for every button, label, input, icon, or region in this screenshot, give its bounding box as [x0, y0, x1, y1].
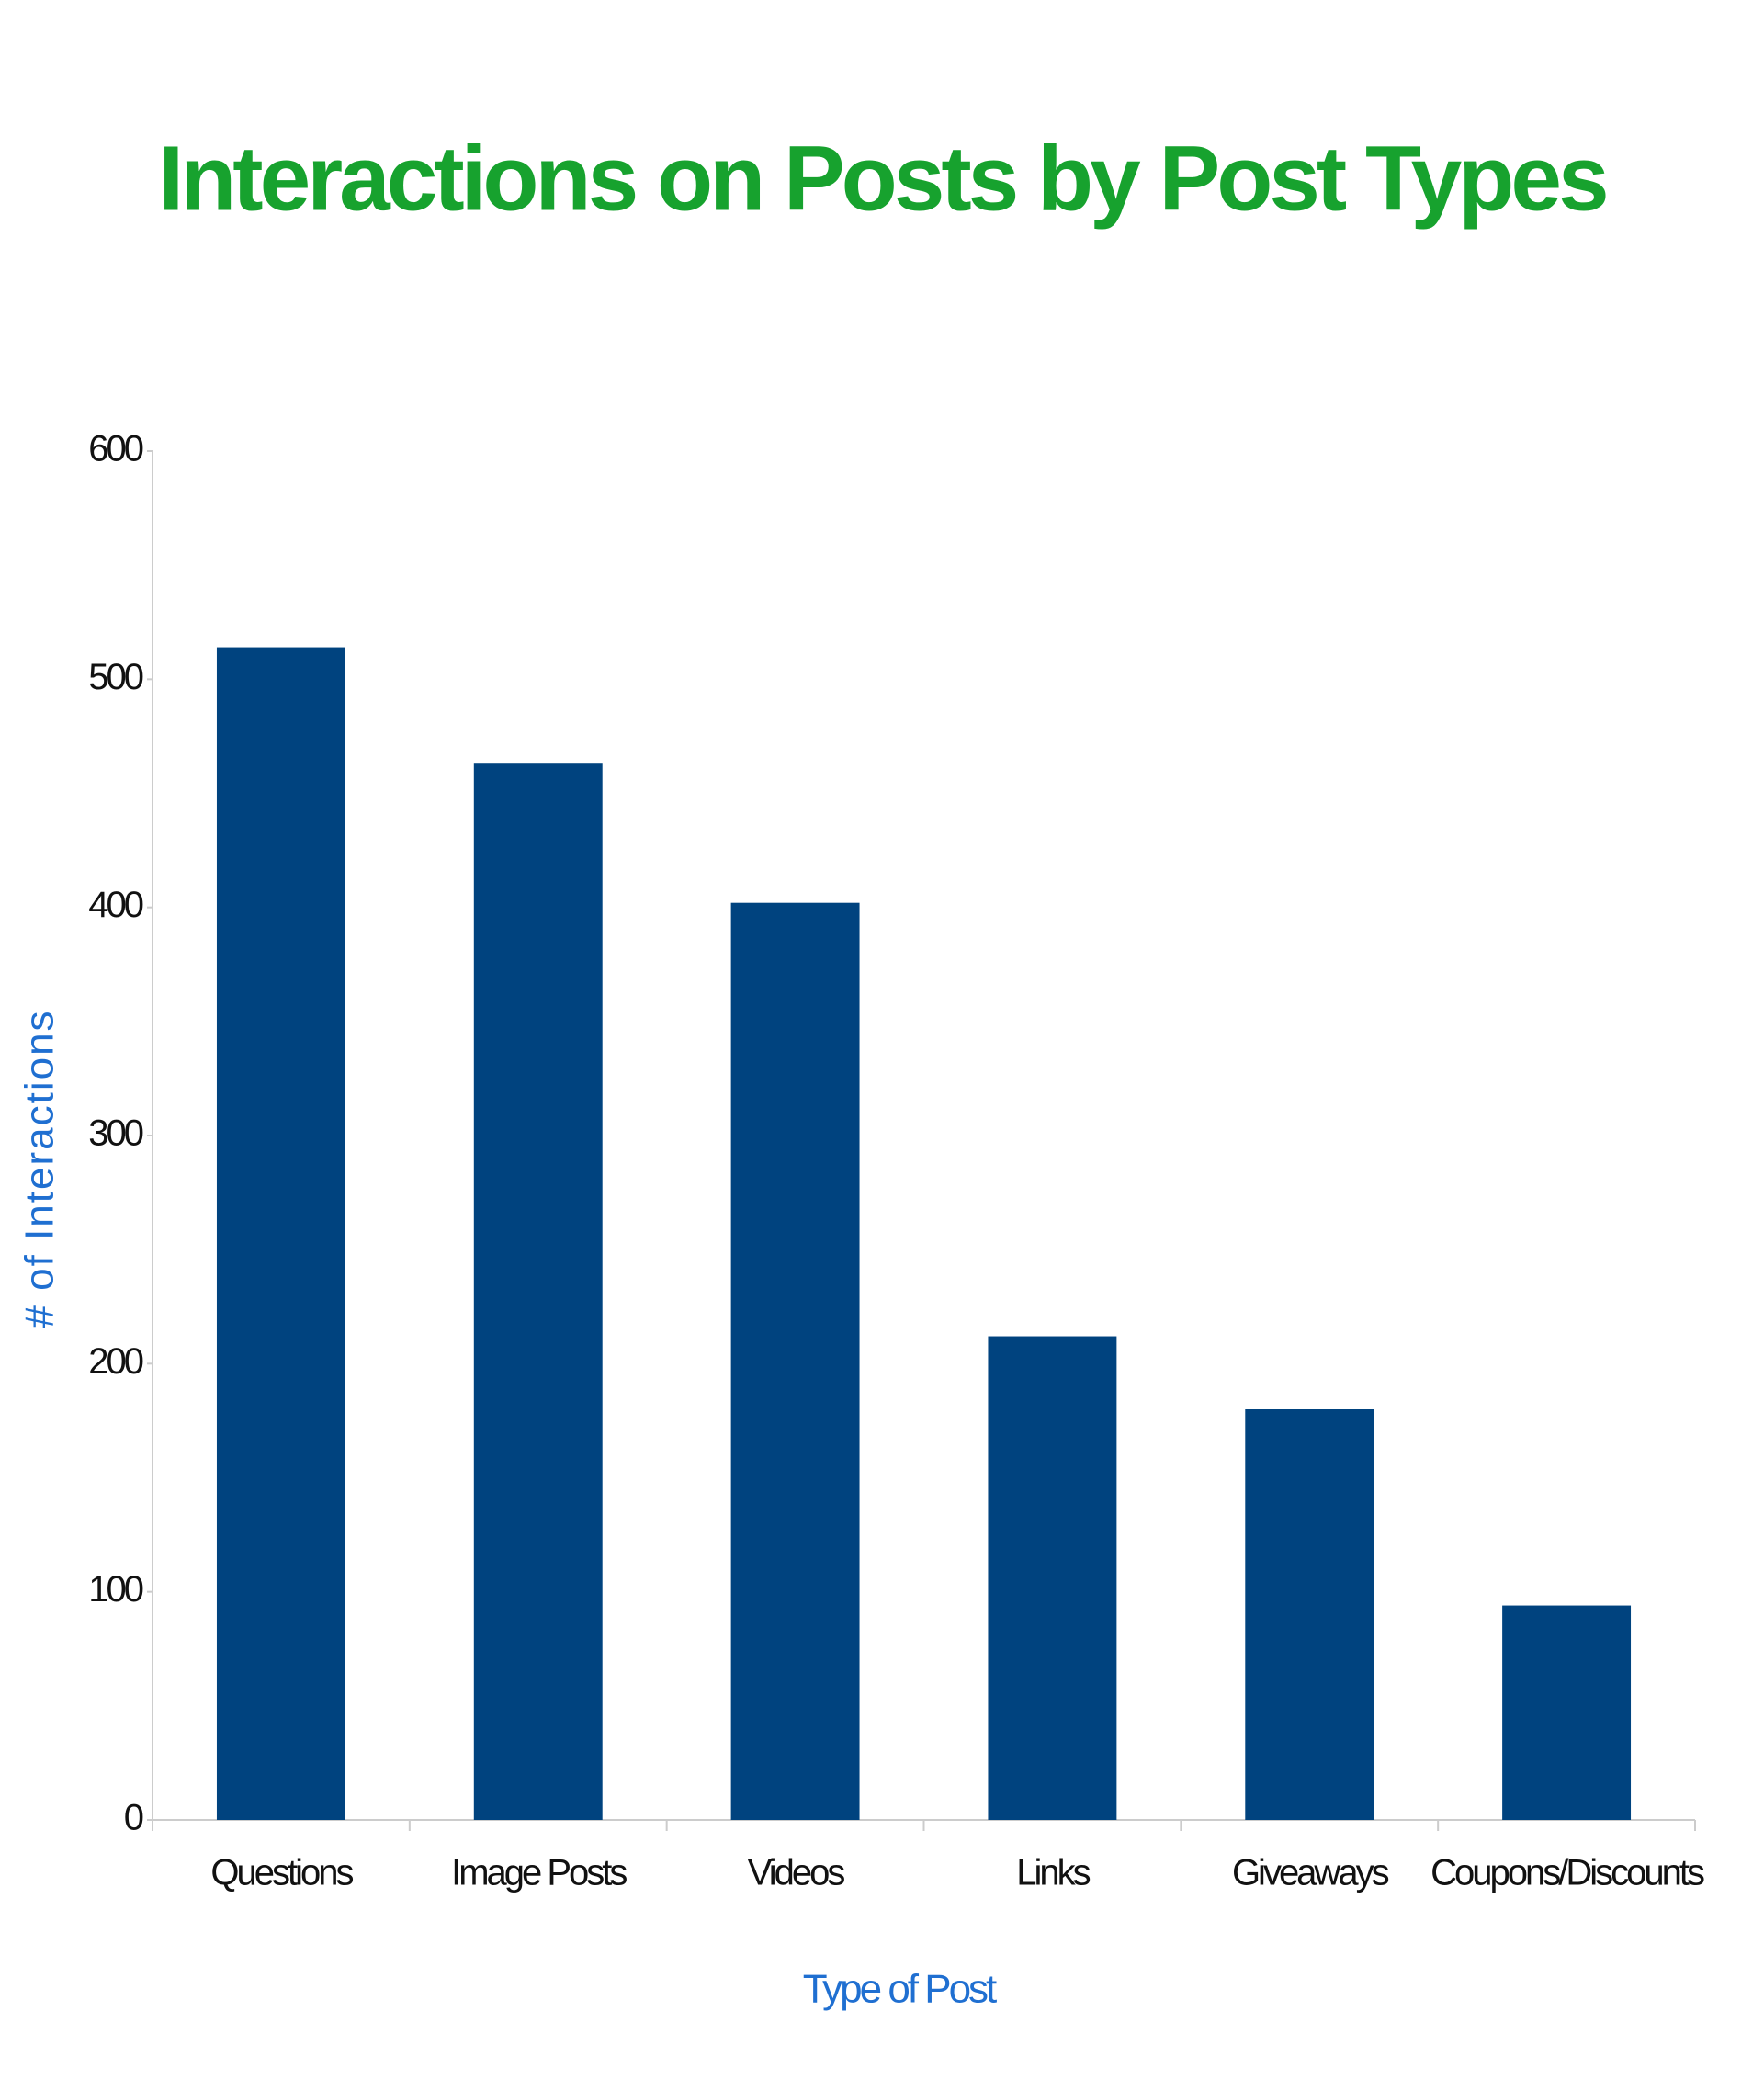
x-tick-label: Coupons/Discounts: [1430, 1853, 1704, 1893]
y-tick-label: 500: [88, 657, 142, 697]
x-tick-label: Questions: [210, 1853, 353, 1893]
bar: [1502, 1605, 1632, 1820]
bar: [216, 647, 345, 1820]
chart-title: Interactions on Posts by Post Types: [158, 127, 1606, 230]
y-tick-label: 200: [88, 1341, 142, 1382]
y-tick-label: 600: [88, 429, 142, 469]
y-tick-label: 400: [88, 885, 142, 925]
bar: [988, 1336, 1117, 1820]
x-tick-label: Giveaways: [1232, 1853, 1389, 1893]
y-tick-label: 0: [124, 1798, 143, 1838]
x-tick-label: Links: [1016, 1853, 1090, 1893]
y-tick-label: 300: [88, 1113, 142, 1154]
bar: [473, 763, 603, 1820]
bar: [1245, 1409, 1374, 1820]
bar: [730, 902, 860, 1820]
x-tick-label: Image Posts: [451, 1853, 627, 1893]
x-axis-title: Type of Post: [803, 1967, 997, 2012]
y-axis-title: # of Interactions: [17, 1009, 62, 1328]
y-tick-label: 100: [88, 1569, 142, 1610]
x-tick-label: Videos: [748, 1853, 845, 1893]
